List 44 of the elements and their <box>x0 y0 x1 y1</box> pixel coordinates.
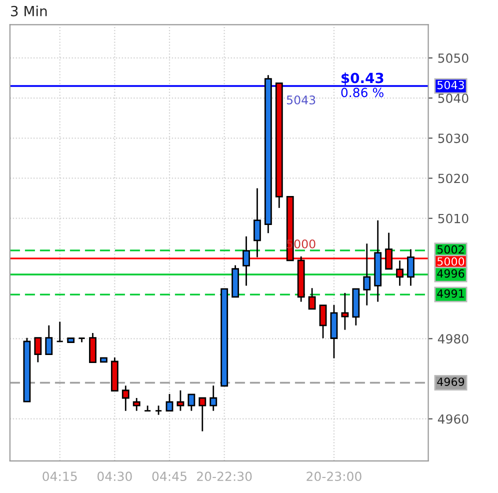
y-tick-label: 4980 <box>438 334 468 344</box>
candlestick <box>254 188 261 258</box>
candlestick <box>396 260 404 286</box>
candlestick <box>132 397 140 412</box>
candlestick <box>385 232 393 270</box>
annotation: 5043 <box>286 96 316 104</box>
candlestick <box>78 338 86 343</box>
y-tick-label: 5050 <box>438 53 468 63</box>
ref-line-label: 5043 <box>437 80 464 90</box>
x-tick-label: 04:15 <box>42 472 77 482</box>
candlestick <box>198 397 206 432</box>
candlestick <box>242 236 250 286</box>
candlestick <box>144 404 152 412</box>
candlestick <box>188 394 196 412</box>
candlestick <box>176 390 184 412</box>
ref-line-label: 5002 <box>437 245 464 254</box>
candlestick <box>210 384 218 412</box>
annotation: $0.43 <box>342 72 384 86</box>
chart-title: 3 Min <box>11 6 47 16</box>
candlestick <box>56 321 64 342</box>
y-tick-label: 5030 <box>438 134 468 144</box>
x-tick-label: 04:30 <box>97 472 132 482</box>
candlestick <box>154 404 162 416</box>
ref-line-label: 4969 <box>437 378 464 386</box>
candlestick <box>319 304 327 339</box>
candlestick <box>122 384 130 412</box>
candlestick <box>34 337 42 363</box>
x-tick-label: 20-22:30 <box>197 472 252 482</box>
y-tick-label: 5020 <box>438 174 468 184</box>
y-tick-label: 4960 <box>438 414 468 424</box>
candlestick <box>363 242 371 306</box>
candlestick <box>308 287 316 310</box>
x-tick-label: 20-23:00 <box>306 472 362 482</box>
ref-line-label: 5000 <box>437 257 464 266</box>
x-tick-label: 04:45 <box>152 472 186 482</box>
candlestick <box>341 292 349 331</box>
ref-line-label: 4991 <box>437 289 464 298</box>
annotation: 0.86 % <box>341 88 384 98</box>
candlestick <box>166 393 174 412</box>
candlestick <box>45 324 53 355</box>
y-tick-label: 5040 <box>438 94 468 103</box>
y-tick-label: 5010 <box>438 214 468 224</box>
candlestick <box>407 248 414 286</box>
ref-line-label: 4996 <box>437 269 464 278</box>
